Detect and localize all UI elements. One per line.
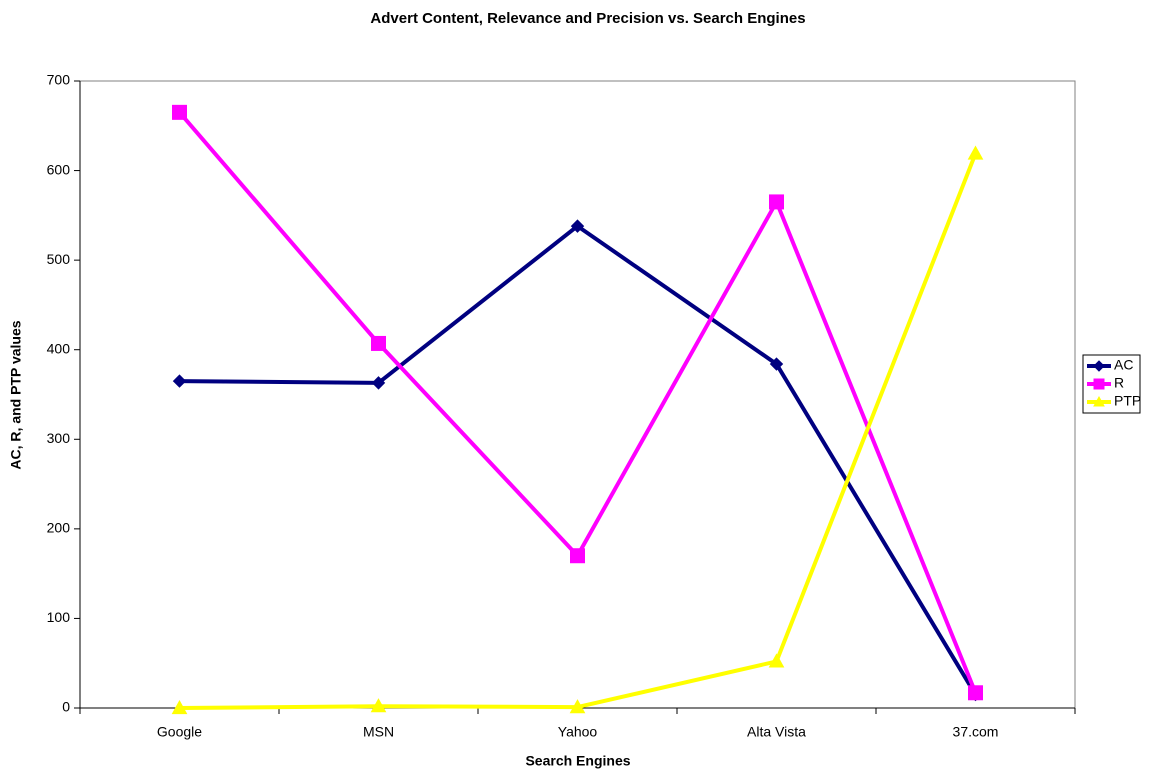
marker [371, 376, 386, 390]
y-tick-label: 500 [47, 251, 71, 267]
series-line [177, 111, 978, 694]
x-tick-label: 37.com [953, 724, 999, 740]
y-tick-label: 100 [47, 609, 71, 625]
y-tick-label: 200 [47, 520, 71, 536]
y-tick-label: 700 [47, 72, 71, 88]
marker [768, 653, 785, 668]
y-tick-label: 600 [47, 161, 71, 177]
marker [967, 145, 984, 160]
legend-label: AC [1114, 357, 1133, 373]
marker [1093, 395, 1105, 407]
x-axis-label: Search Engines [525, 753, 630, 769]
y-tick-label: 0 [62, 699, 70, 715]
y-axis-label: AC, R, and PTP values [8, 320, 24, 469]
marker [968, 685, 983, 701]
marker [570, 548, 585, 564]
y-tick-label: 400 [47, 340, 71, 356]
marker [1093, 378, 1105, 390]
marker [769, 194, 784, 210]
marker [172, 374, 187, 388]
marker [1093, 360, 1105, 372]
marker [370, 698, 387, 713]
marker [569, 699, 586, 714]
marker [570, 219, 585, 233]
legend-label: R [1114, 375, 1124, 391]
marker [371, 335, 386, 351]
legend-label: PTP [1114, 393, 1141, 409]
x-tick-label: Google [157, 724, 202, 740]
marker [172, 104, 187, 120]
x-tick-label: Alta Vista [747, 724, 806, 740]
y-tick-label: 300 [47, 430, 71, 446]
marker [171, 699, 188, 715]
marker [769, 357, 784, 371]
x-tick-label: MSN [363, 724, 394, 740]
series-line [179, 152, 978, 710]
x-tick-label: Yahoo [558, 724, 598, 740]
chart-title: Advert Content, Relevance and Precision … [370, 10, 805, 27]
